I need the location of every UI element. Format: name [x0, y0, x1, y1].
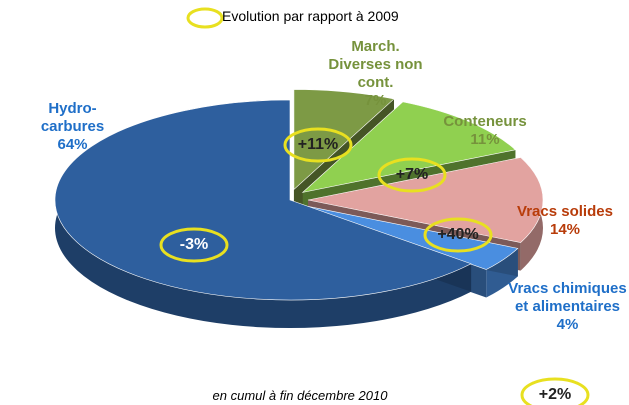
slice: [54, 99, 472, 301]
evolution-badge: [520, 377, 590, 405]
evolution-badge: [283, 127, 353, 163]
evolution-badge: [159, 227, 229, 263]
category-name: Conteneurs: [443, 113, 527, 130]
value-label: 14%: [549, 221, 581, 238]
slice-label: Vracs chimiques et alimentaires 4%: [505, 280, 629, 334]
legend-text: Evolution par rapport à 2009: [222, 8, 399, 24]
category-name: Hydro-carbures: [40, 100, 105, 135]
slice-label: March. Diverses non cont. 7%: [318, 38, 433, 110]
evolution-label: -3%: [179, 236, 209, 253]
category-name: March. Diverses non cont.: [328, 38, 423, 91]
value-label: 4%: [556, 316, 579, 333]
evolution-badge: [377, 157, 447, 193]
slice: [293, 89, 395, 191]
slice-label: Hydro-carbures 64%: [30, 100, 115, 154]
value-label: 11%: [470, 131, 500, 148]
evolution-label: +40%: [437, 226, 479, 243]
slice-label: Conteneurs 11%: [430, 113, 540, 149]
value-label: 7%: [364, 92, 387, 109]
slice-label: Vracs solides 14%: [505, 203, 625, 239]
legend-symbol: [186, 7, 224, 29]
slice-side: [54, 100, 472, 329]
evolution-label: +2%: [538, 386, 572, 403]
slice: [305, 205, 519, 270]
category-name: Vracs chimiques et alimentaires: [508, 280, 627, 315]
value-label: 64%: [57, 136, 88, 153]
slice: [301, 101, 517, 193]
evolution-badge: [423, 217, 493, 253]
slice: [307, 157, 544, 243]
category-name: Vracs solides: [517, 203, 613, 220]
evolution-label: +7%: [395, 166, 429, 183]
footnote: en cumul à fin décembre 2010: [212, 388, 388, 403]
evolution-label: +11%: [297, 136, 339, 153]
